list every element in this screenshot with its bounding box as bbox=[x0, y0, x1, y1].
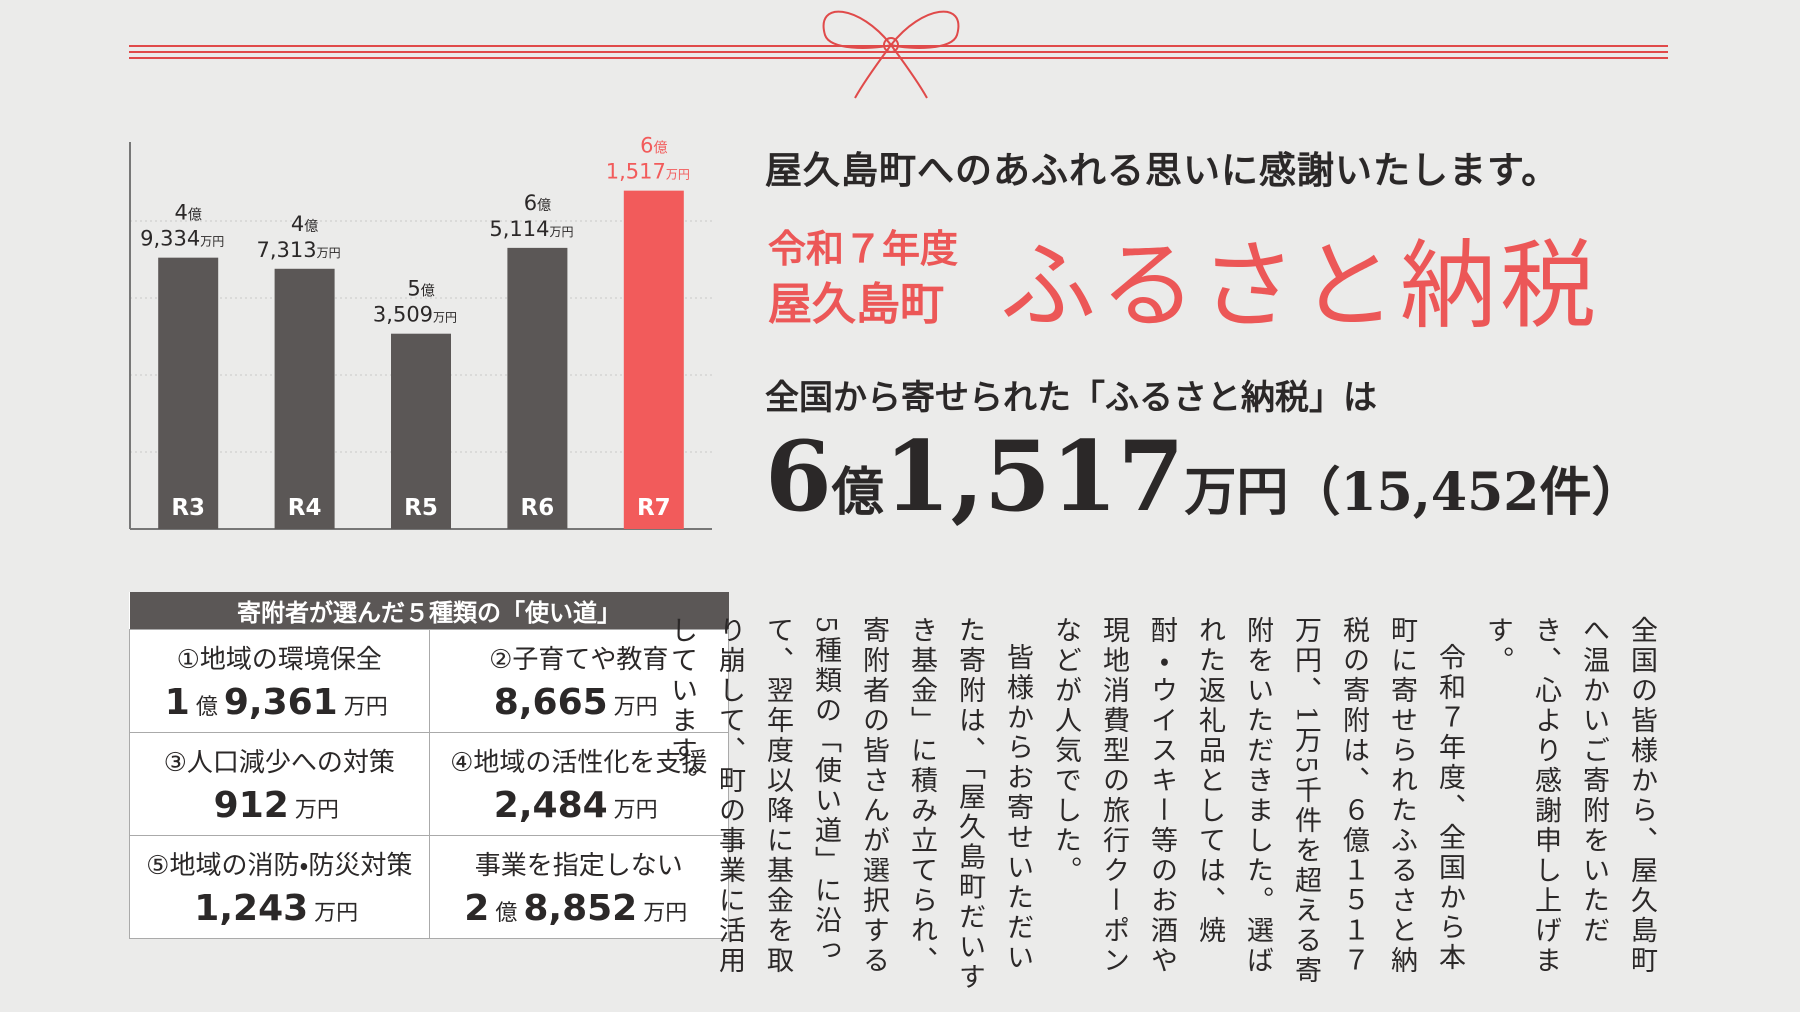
uses-table: 寄附者が選んだ５種類の「使い道」 ①地域の環境保全 1 億 9,361 万円 ②子育てや教育… bbox=[129, 592, 729, 939]
use-amount: 2 億 8,852 万円 bbox=[464, 888, 688, 929]
use-amount: 8,665 万円 bbox=[493, 682, 658, 723]
use-label: 事業を指定しない bbox=[474, 851, 683, 881]
table-row: ③人口減少への対策 912 万円 ④地域の活性化を支援 2,484 万円 bbox=[129, 732, 729, 836]
table-cell: ②子育てや教育 8,665 万円 bbox=[428, 629, 729, 733]
value-label: 6億 1,517万円 bbox=[606, 134, 690, 184]
use-amount: 2,484 万円 bbox=[493, 785, 658, 826]
title: ふるさと納税 bbox=[1000, 230, 1600, 342]
subtitle: 全国から寄せられた「ふるさと納税」は bbox=[765, 378, 1377, 418]
use-amount: 1,243 万円 bbox=[194, 888, 359, 929]
table-cell: ④地域の活性化を支援 2,484 万円 bbox=[428, 732, 729, 836]
category-label: R3 bbox=[171, 495, 205, 521]
bar bbox=[274, 268, 335, 529]
value-label: 4億 9,334万円 bbox=[140, 201, 224, 251]
body-text: 全国の皆様から、屋久島町へ温かいご寄附をいただき、心より感謝申し上げます。 令和７… bbox=[666, 616, 1665, 996]
use-amount: 912 万円 bbox=[213, 785, 339, 826]
use-label: ②子育てや教育 bbox=[489, 645, 669, 675]
table-row: ①地域の環境保全 1 億 9,361 万円 ②子育てや教育 8,665 万円 bbox=[129, 629, 729, 733]
paragraph: 全国の皆様から、屋久島町へ温かいご寄附をいただき、心より感謝申し上げます。 bbox=[1482, 616, 1657, 976]
lead: 屋久島町へのあふれる思いに感謝いたします。 bbox=[765, 149, 1560, 192]
bar bbox=[391, 333, 451, 529]
table-cell: 事業を指定しない 2 億 8,852 万円 bbox=[428, 835, 729, 939]
table-cell: ①地域の環境保全 1 億 9,361 万円 bbox=[129, 629, 430, 733]
category-label: R7 bbox=[637, 495, 671, 521]
year: 令和７年度 bbox=[768, 227, 959, 271]
use-label: ①地域の環境保全 bbox=[176, 645, 382, 675]
category-label: R4 bbox=[288, 495, 322, 521]
bar-chart: R3 4億 9,334万円 R4 4億 7,313万円 R5 5億 3,509万円 R6 6億 5,1… bbox=[129, 134, 712, 530]
table-cell: ⑤地域の消防・防災対策 1,243 万円 bbox=[129, 835, 430, 939]
use-label: ④地域の活性化を支援 bbox=[450, 748, 708, 778]
table-title: 寄附者が選んだ５種類の「使い道」 bbox=[129, 592, 729, 630]
value-label: 4億 7,313万円 bbox=[257, 212, 341, 262]
bar bbox=[507, 247, 568, 530]
use-label: ⑤地域の消防・防災対策 bbox=[146, 851, 413, 881]
bar bbox=[623, 190, 684, 529]
paragraph: 皆様からお寄せいただいた寄附は、「屋久島町だいすき基金」に積み立てられ、寄附者の… bbox=[666, 616, 1033, 993]
town: 屋久島町 bbox=[768, 279, 944, 330]
paragraph: 令和７年度、全国から本町に寄せられたふるさと納税の寄附は、６億１５１７万円、1万… bbox=[1050, 616, 1465, 987]
total: 6億1,517万円（15,452件） bbox=[765, 420, 1643, 533]
table-cell: ③人口減少への対策 912 万円 bbox=[129, 732, 430, 836]
ribbon bbox=[129, 10, 1668, 99]
bar bbox=[158, 257, 219, 529]
amount: 6億1,517万円 bbox=[765, 420, 1289, 533]
use-amount: 1 億 9,361 万円 bbox=[164, 682, 388, 723]
value-label: 6億 5,114万円 bbox=[489, 191, 573, 241]
use-label: ③人口減少への対策 bbox=[163, 748, 395, 778]
category-label: R5 bbox=[404, 495, 438, 521]
category-label: R6 bbox=[521, 495, 555, 521]
count: （15,452件） bbox=[1288, 462, 1644, 523]
value-label: 5億 3,509万円 bbox=[373, 277, 457, 327]
table-row: ⑤地域の消防・防災対策 1,243 万円 事業を指定しない 2 億 8,852 万円 bbox=[129, 835, 729, 939]
